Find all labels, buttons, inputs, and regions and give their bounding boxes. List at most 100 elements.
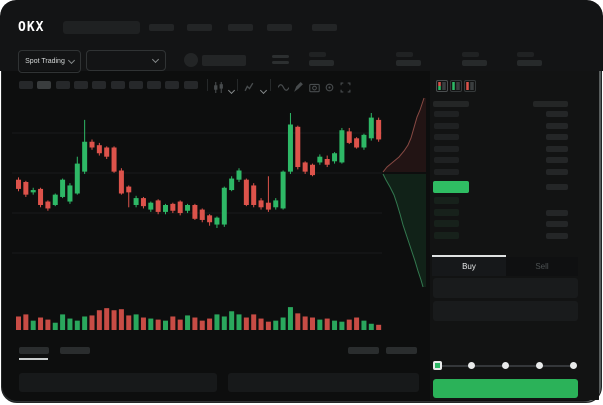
nav-item-placeholder[interactable] [267, 24, 292, 31]
buy-tab-label: Buy [462, 262, 476, 271]
orderbook-ask-row[interactable] [434, 122, 459, 129]
orderbook-ask-amount [546, 111, 568, 117]
orderbook-ask-row[interactable] [434, 157, 459, 164]
orderbook-icon-row [452, 88, 460, 90]
nav-item-placeholder[interactable] [228, 24, 253, 31]
orderbook-ask-amount [546, 145, 568, 152]
bottom-action[interactable] [386, 347, 417, 354]
draw-icon[interactable] [293, 80, 304, 92]
nav-item-placeholder[interactable] [149, 24, 174, 31]
coin-avatar [184, 53, 198, 67]
orderbook-icon-line [456, 82, 460, 84]
timeframe-button[interactable] [110, 81, 125, 89]
orderbook-icon-row [438, 82, 446, 84]
bottom-action[interactable] [348, 347, 379, 354]
fullscreen-icon[interactable] [340, 80, 351, 93]
tab-sell[interactable]: Sell [506, 257, 578, 276]
orderbook-icon-row [466, 84, 474, 86]
toolbar-divider [237, 79, 238, 91]
timeframe-button[interactable] [128, 81, 143, 89]
amount-input[interactable] [433, 301, 578, 321]
search-box[interactable] [63, 21, 140, 34]
orderbook-bid-row[interactable] [434, 231, 459, 239]
timeframe-button[interactable] [183, 81, 198, 89]
slider-stop[interactable] [570, 362, 577, 369]
bottom-tab-active-underline [19, 358, 48, 360]
slider-stop[interactable] [468, 362, 475, 369]
header-background [0, 0, 603, 71]
slider-stop[interactable] [502, 362, 509, 369]
orderbook-bid-row[interactable] [434, 197, 459, 204]
orderbook-view-combined-book-icon[interactable] [436, 80, 448, 92]
menu-icon[interactable] [272, 61, 289, 64]
orderbook-icon-dot [452, 88, 455, 90]
timeframe-button[interactable] [73, 81, 88, 89]
chevron-down-icon[interactable] [227, 80, 238, 95]
orderbook-ask-amount [546, 157, 568, 164]
orderbook-icon-row [452, 82, 460, 84]
orderbook-view-bids-only-icon[interactable] [450, 80, 462, 92]
orderbook-last-price[interactable] [433, 181, 469, 193]
orderbook-bid-row[interactable] [434, 220, 459, 228]
chevron-down-icon [259, 86, 268, 95]
indicators-icon[interactable] [244, 80, 255, 92]
tab-buy[interactable]: Buy [432, 257, 506, 276]
slider-handle[interactable] [433, 361, 442, 370]
orderbook-amount-header [533, 101, 568, 107]
chevron-down-icon[interactable] [259, 80, 270, 95]
camera-icon[interactable] [309, 80, 320, 93]
orderbook-icon-row [452, 86, 460, 88]
menu-icon[interactable] [272, 55, 289, 58]
orderbook-price-header [433, 101, 469, 107]
orderbook-view-asks-only-icon[interactable] [464, 80, 476, 92]
candlestick-chart[interactable] [12, 96, 382, 336]
orderbook-bid-amount [546, 221, 568, 228]
pair-dropdown[interactable] [86, 50, 166, 71]
bottom-tab[interactable] [19, 347, 49, 354]
sell-tab-label: Sell [535, 262, 549, 271]
nav-item-placeholder[interactable] [187, 24, 212, 31]
chevron-down-icon [67, 56, 75, 65]
orderbook-ask-row[interactable] [434, 134, 459, 141]
bottom-tab[interactable] [60, 347, 90, 354]
timeframe-button[interactable] [147, 81, 162, 89]
timeframe-button[interactable] [165, 81, 180, 89]
line-tool-icon[interactable] [277, 80, 290, 91]
orderbook-icon-line [470, 88, 474, 90]
orderbook-ask-row[interactable] [434, 145, 459, 152]
orderbook-icon-row [466, 86, 474, 88]
buy-submit-button[interactable] [433, 379, 578, 398]
active-tab-indicator [432, 255, 506, 257]
orderbook-ask-amount [546, 134, 568, 141]
orderbook-last-amount [546, 184, 568, 190]
orderbook-icon-line [470, 82, 474, 84]
orderbook-icon-line [456, 84, 460, 86]
orderbook-icon-dot [438, 82, 441, 84]
bottom-panel[interactable] [19, 373, 217, 392]
timeframe-button[interactable] [55, 81, 70, 89]
nav-item-placeholder[interactable] [312, 24, 337, 31]
orderbook-icon-dot [466, 84, 469, 86]
ticker-stat-value [517, 60, 542, 66]
ticker-stat-label [517, 52, 534, 57]
orderbook-icon-row [466, 82, 474, 84]
ticker-stat-label [396, 52, 413, 57]
timeframe-button[interactable] [37, 81, 52, 89]
slider-stop[interactable] [536, 362, 543, 369]
orderbook-icon-row [452, 84, 460, 86]
orderbook-icon-dot [438, 86, 441, 88]
market-type-selector[interactable]: Spot Trading [18, 50, 81, 73]
price-input[interactable] [433, 278, 578, 298]
orderbook-ask-row[interactable] [434, 111, 459, 117]
ticker-stat-label [462, 52, 479, 57]
bottom-panel[interactable] [228, 373, 419, 392]
settings-icon[interactable] [324, 80, 335, 92]
orderbook-ask-row[interactable] [434, 169, 459, 175]
orderbook-ask-amount [546, 169, 568, 175]
chevron-down-icon [151, 55, 160, 64]
candle-type-icon[interactable] [213, 80, 224, 93]
timeframe-button[interactable] [19, 81, 33, 89]
timeframe-button[interactable] [92, 81, 107, 89]
orderbook-bid-row[interactable] [434, 208, 459, 216]
